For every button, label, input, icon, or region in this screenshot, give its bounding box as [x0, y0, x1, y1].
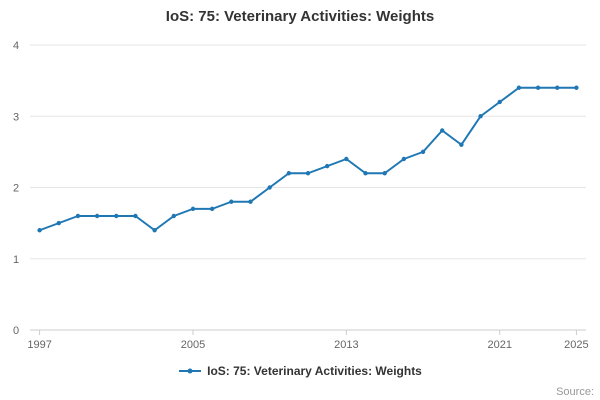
- series-point: [75, 213, 81, 219]
- chart-title: IoS: 75: Veterinary Activities: Weights: [165, 8, 435, 25]
- series-point: [363, 171, 368, 176]
- series-point: [133, 213, 138, 219]
- series-point: [420, 149, 426, 155]
- legend-item[interactable]: IoS: 75: Veterinary Activities: Weights: [0, 364, 600, 378]
- legend-label: IoS: 75: Veterinary Activities: Weights: [207, 364, 422, 378]
- series-point: [209, 206, 215, 212]
- series-point: [94, 213, 100, 219]
- series-point: [440, 128, 445, 133]
- series-point: [344, 156, 349, 162]
- line-chart: 0 1 2 3 4 1997 2005 2013 2021 2025: [13, 40, 589, 351]
- x-tick-label: 2013: [334, 339, 358, 351]
- x-tick-label: 2021: [487, 339, 511, 351]
- series-point: [267, 185, 272, 190]
- y-tick-label: 2: [13, 183, 19, 195]
- series-point: [152, 228, 157, 233]
- series-point: [478, 114, 483, 119]
- series-line: [38, 86, 578, 232]
- series-point: [229, 199, 234, 204]
- source-text: Source:: [556, 386, 594, 398]
- series-point: [286, 171, 292, 176]
- series-point: [535, 85, 541, 90]
- series-point: [401, 156, 407, 162]
- legend-line-marker-icon: [179, 368, 202, 374]
- series-point: [305, 171, 311, 176]
- y-tick-label: 1: [13, 254, 19, 266]
- legend-marker-dot: [187, 368, 193, 374]
- series-point: [248, 199, 253, 204]
- series-point: [382, 171, 387, 176]
- series-point: [171, 213, 176, 219]
- y-tick-label: 0: [13, 325, 19, 337]
- y-tick-label: 4: [13, 40, 19, 52]
- series-point: [497, 99, 502, 105]
- series-point: [37, 228, 42, 233]
- x-tick-label: 2005: [181, 339, 205, 351]
- series-point: [459, 142, 464, 147]
- x-tick-label: 2025: [564, 339, 588, 351]
- y-tick-label: 3: [13, 111, 19, 123]
- series-point: [190, 206, 196, 212]
- series-point: [324, 163, 330, 169]
- series-point: [56, 220, 61, 226]
- series-point: [114, 213, 119, 219]
- series-point: [555, 85, 560, 90]
- x-tick-label: 1997: [27, 339, 51, 351]
- series-point: [574, 85, 579, 90]
- series-point: [516, 85, 522, 90]
